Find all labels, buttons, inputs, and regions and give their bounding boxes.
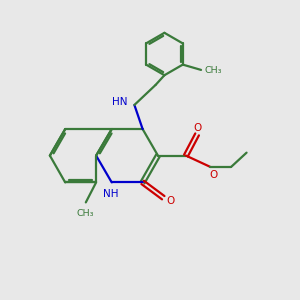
Text: O: O [209, 170, 217, 180]
Text: HN: HN [112, 97, 128, 107]
Text: CH₃: CH₃ [76, 209, 94, 218]
Text: O: O [194, 123, 202, 133]
Text: NH: NH [103, 189, 119, 199]
Text: O: O [167, 196, 175, 206]
Text: CH₃: CH₃ [205, 66, 222, 75]
